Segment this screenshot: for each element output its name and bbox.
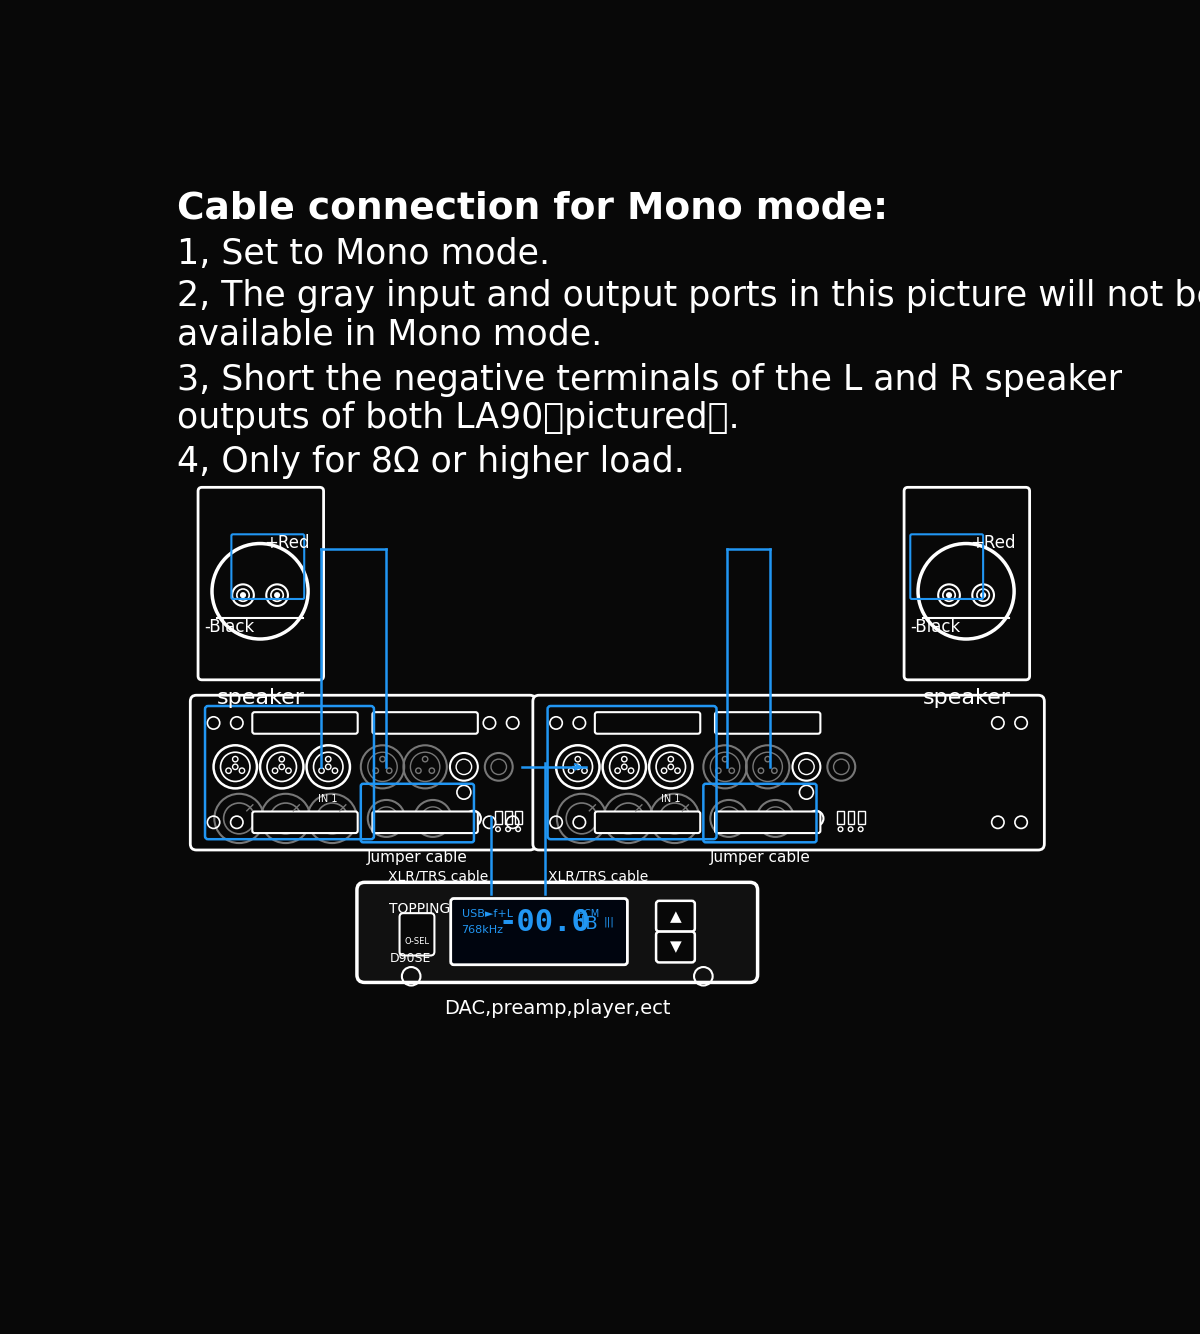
FancyBboxPatch shape xyxy=(356,882,757,982)
FancyBboxPatch shape xyxy=(715,811,821,832)
Text: USB►f+L: USB►f+L xyxy=(462,910,512,919)
Text: +Red: +Red xyxy=(970,534,1015,551)
Text: -Black: -Black xyxy=(204,618,254,636)
Bar xyxy=(494,811,502,824)
Text: Cable connection for Mono mode:: Cable connection for Mono mode: xyxy=(178,191,888,227)
Text: 4, Only for 8Ω or higher load.: 4, Only for 8Ω or higher load. xyxy=(178,446,685,479)
FancyBboxPatch shape xyxy=(400,914,434,955)
Bar xyxy=(838,811,845,824)
Text: -Black: -Black xyxy=(911,618,960,636)
Text: available in Mono mode.: available in Mono mode. xyxy=(178,317,602,352)
Text: Jumper cable: Jumper cable xyxy=(709,850,810,864)
FancyBboxPatch shape xyxy=(595,712,701,734)
FancyBboxPatch shape xyxy=(595,811,701,832)
Text: XLR/TRS cable: XLR/TRS cable xyxy=(389,870,488,884)
FancyBboxPatch shape xyxy=(252,811,358,832)
Text: XLR/TRS cable: XLR/TRS cable xyxy=(547,870,648,884)
FancyBboxPatch shape xyxy=(533,695,1044,850)
Text: dB: dB xyxy=(574,915,598,934)
Bar xyxy=(505,811,512,824)
FancyBboxPatch shape xyxy=(372,811,478,832)
Circle shape xyxy=(947,592,952,598)
FancyBboxPatch shape xyxy=(252,712,358,734)
Text: speaker: speaker xyxy=(923,687,1010,707)
FancyBboxPatch shape xyxy=(198,487,324,680)
Text: 768kHz: 768kHz xyxy=(462,924,504,935)
Circle shape xyxy=(980,592,985,598)
FancyBboxPatch shape xyxy=(191,695,536,850)
Circle shape xyxy=(241,592,245,598)
Text: IN 1: IN 1 xyxy=(661,794,680,804)
FancyBboxPatch shape xyxy=(372,712,478,734)
Text: PCM: PCM xyxy=(578,910,599,919)
Text: |||: ||| xyxy=(604,916,614,927)
Text: +Red: +Red xyxy=(264,534,310,551)
FancyBboxPatch shape xyxy=(904,487,1030,680)
FancyBboxPatch shape xyxy=(451,899,628,964)
Text: ▲: ▲ xyxy=(670,908,682,923)
Text: 2, The gray input and output ports in this picture will not be: 2, The gray input and output ports in th… xyxy=(178,279,1200,313)
Text: 3, Short the negative terminals of the L and R speaker: 3, Short the negative terminals of the L… xyxy=(178,363,1122,396)
FancyBboxPatch shape xyxy=(715,712,821,734)
Bar xyxy=(847,811,854,824)
Text: Jumper cable: Jumper cable xyxy=(367,850,468,864)
Circle shape xyxy=(275,592,280,598)
Text: speaker: speaker xyxy=(217,687,305,707)
Bar xyxy=(515,811,522,824)
Text: IN 1: IN 1 xyxy=(318,794,338,804)
Text: ▼: ▼ xyxy=(670,939,682,955)
Text: O-SEL: O-SEL xyxy=(404,938,430,946)
Bar xyxy=(858,811,864,824)
Text: -00.0: -00.0 xyxy=(499,907,590,936)
Text: outputs of both LA90（pictured）.: outputs of both LA90（pictured）. xyxy=(178,402,739,435)
FancyBboxPatch shape xyxy=(656,931,695,962)
Text: TOPPING: TOPPING xyxy=(390,902,451,916)
Text: DAC,preamp,player,ect: DAC,preamp,player,ect xyxy=(444,999,671,1018)
FancyBboxPatch shape xyxy=(656,900,695,931)
Text: 1, Set to Mono mode.: 1, Set to Mono mode. xyxy=(178,237,551,271)
Text: D90SE: D90SE xyxy=(390,952,431,966)
